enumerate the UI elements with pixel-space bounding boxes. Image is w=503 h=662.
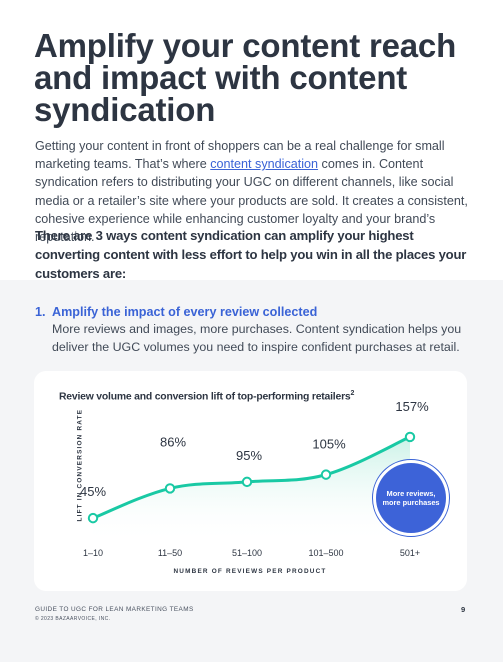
chart-x-axis-label: NUMBER OF REVIEWS PER PRODUCT [173, 568, 327, 575]
item-1-title: Amplify the impact of every review colle… [52, 305, 318, 319]
data-label-3: 95% [236, 448, 262, 463]
page-heading: Amplify your content reach and impact wi… [34, 27, 457, 128]
footer: GUIDE TO UGC FOR LEAN MARKETING TEAMS © … [35, 606, 194, 622]
page-number: 9 [461, 605, 466, 614]
x-tick-label-2: 11–50 [158, 548, 182, 558]
x-tick-label-3: 51–100 [232, 548, 262, 558]
data-label-2: 86% [160, 434, 186, 449]
footer-copyright: © 2023 BAZAARVOICE, INC. [35, 616, 111, 622]
footer-guide-title: GUIDE TO UGC FOR LEAN MARKETING TEAMS [35, 606, 194, 613]
data-point-2 [164, 483, 176, 494]
data-point-3 [241, 476, 253, 488]
top-section [0, 0, 503, 280]
content-syndication-link[interactable]: content syndication [210, 157, 319, 172]
intro-text-start: Getting your content in front of shopper… [35, 139, 445, 172]
data-label-5: 157% [395, 399, 429, 414]
data-point-5 [404, 431, 416, 443]
x-tick-label-4: 101–500 [308, 548, 343, 558]
callout-bubble: More reviews, more purchases [376, 463, 446, 533]
chart-title: Review volume and conversion lift of top… [59, 390, 399, 402]
x-tick-label-1: 1–10 [83, 548, 103, 558]
x-tick-label-5: 501+ [400, 548, 420, 558]
data-point-1 [87, 512, 99, 524]
data-label-4: 105% [312, 437, 346, 452]
item-1-body: More reviews and images, more purchases.… [52, 322, 462, 354]
data-label-1: 45% [80, 484, 106, 499]
intro-paragraph: Getting your content in front of shopper… [35, 137, 475, 246]
data-point-4 [320, 469, 332, 480]
ways-statement: There are 3 ways content syndication can… [35, 228, 467, 281]
chart-title-text: Review volume and conversion lift of top… [59, 391, 351, 403]
intro-text-end: comes in. Content syndication refers to … [35, 157, 468, 245]
chart-title-footnote: 2 [350, 390, 355, 397]
item-1-number: 1. [35, 305, 46, 319]
item-1-heading: 1. Amplify the impact of every review col… [35, 305, 475, 319]
chart-area-fill [93, 436, 410, 543]
